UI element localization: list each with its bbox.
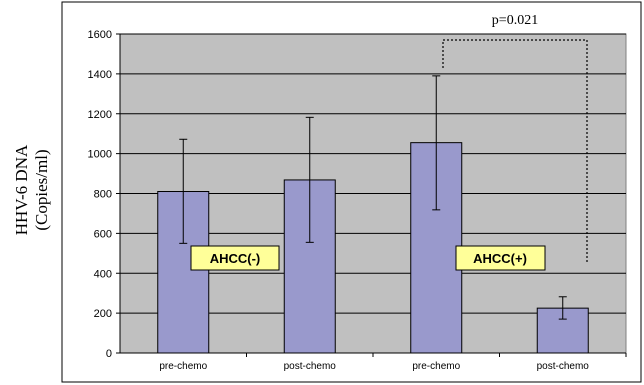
y-tick-label: 400 [94, 268, 112, 280]
y-axis-title-line1: HHV-6 DNA [12, 144, 31, 235]
group-label-box [190, 245, 280, 271]
group-label-text: AHCC(+) [473, 251, 527, 266]
p-value-annotation: p=0.021 [492, 13, 538, 28]
group-label-box [455, 245, 546, 271]
x-category-label: pre-chemo [159, 361, 207, 372]
x-category-label: post-chemo [537, 361, 590, 372]
y-tick-label: 600 [94, 228, 112, 240]
x-axis-categories: pre-chemo post-chemo pre-chemo post-chemo [159, 353, 627, 372]
chart-frame [61, 1, 642, 383]
y-axis-ticks: 0 200 400 600 800 1000 1200 1400 1600 [88, 29, 120, 360]
x-category-label: post-chemo [284, 361, 337, 372]
y-tick-label: 1000 [88, 149, 112, 161]
x-category-label: pre-chemo [412, 361, 460, 372]
gridlines [120, 33, 626, 314]
y-tick-label: 200 [94, 308, 112, 320]
group-label-ahcc-minus: AHCC(-) [190, 245, 280, 271]
y-tick-label: 800 [94, 189, 112, 201]
y-tick-label: 0 [106, 348, 112, 360]
y-tick-label: 1200 [88, 109, 112, 121]
significance-bracket [442, 39, 588, 263]
group-label-text: AHCC(-) [210, 251, 261, 266]
y-tick-label: 1400 [88, 69, 112, 81]
group-label-ahcc-plus: AHCC(+) [455, 245, 546, 271]
y-axis-title-line2: (Copies/ml) [32, 149, 51, 230]
y-tick-label: 1600 [88, 29, 112, 41]
error-bars [179, 75, 567, 320]
